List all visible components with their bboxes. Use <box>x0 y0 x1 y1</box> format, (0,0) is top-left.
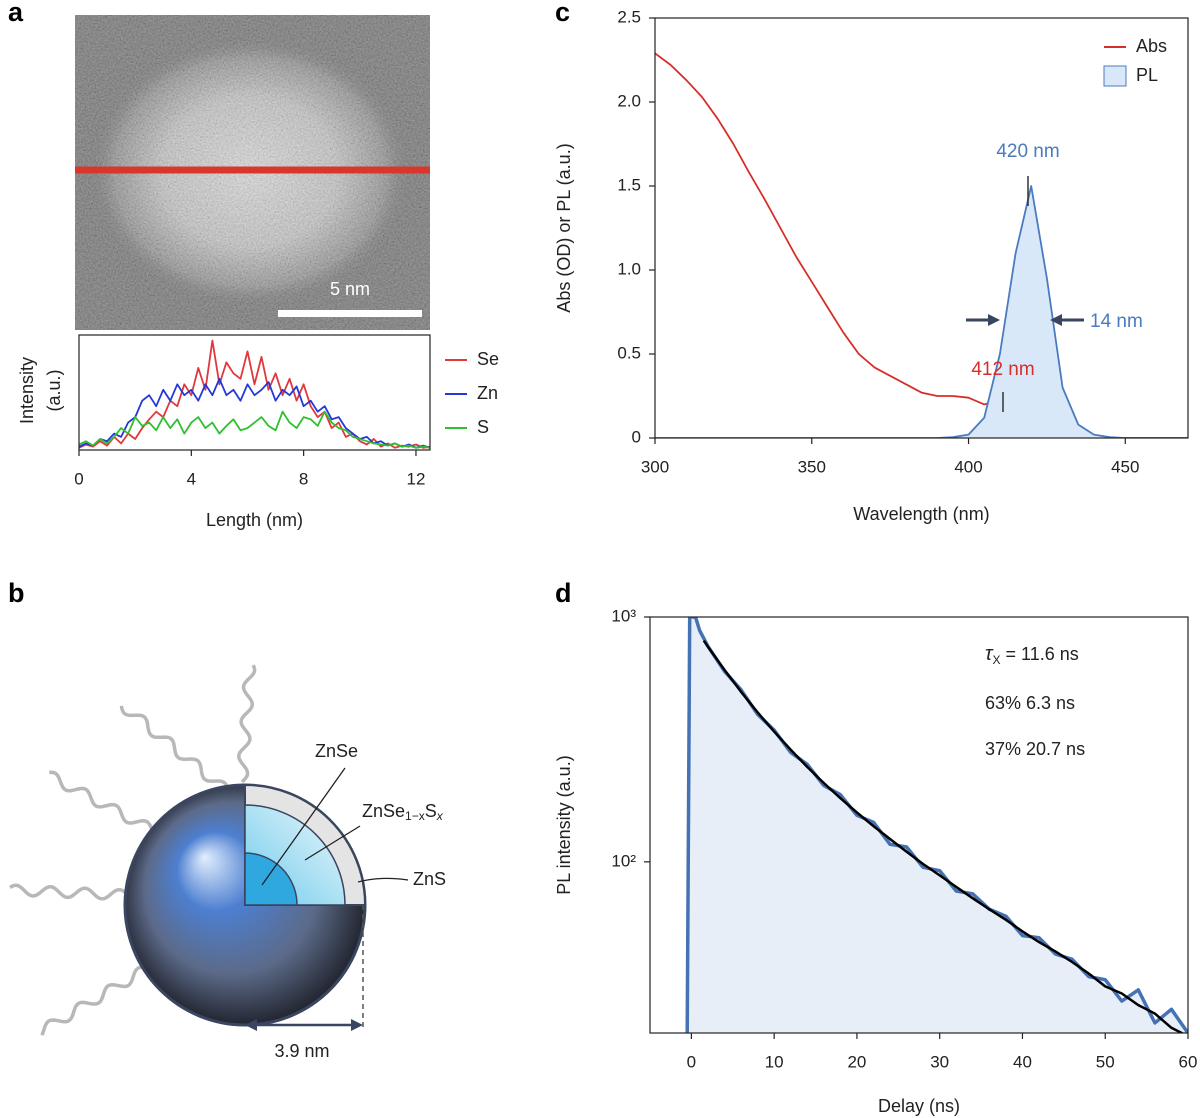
leader-line <box>304 825 361 861</box>
component-annotation: 37% 20.7 ns <box>985 739 1085 759</box>
legend-label: Abs <box>1136 36 1167 56</box>
ligand <box>9 883 130 901</box>
x-tick-label: 20 <box>847 1052 866 1071</box>
label-part: ZnSe <box>362 801 405 821</box>
legend-label: Zn <box>477 383 498 403</box>
label-part: S <box>425 801 437 821</box>
legend-label: PL <box>1136 65 1158 85</box>
x-tick-label: 0 <box>687 1052 696 1071</box>
scale-bar <box>278 310 422 317</box>
x-tick-label: 30 <box>930 1052 949 1071</box>
tau-symbol: τ <box>985 643 994 665</box>
ligand <box>49 770 154 831</box>
shell-label: ZnSe1−xSx <box>362 801 444 823</box>
x-tick-label: 12 <box>406 469 425 488</box>
x-tick-label: 8 <box>299 469 308 488</box>
y-axis-label: PL intensity (a.u.) <box>554 755 574 894</box>
legend-label: S <box>477 417 489 437</box>
leader-line <box>357 877 409 883</box>
line <box>702 639 1185 1033</box>
annotation: 412 nm <box>971 359 1034 380</box>
x-tick-label: 300 <box>641 457 669 476</box>
outer-label: ZnS <box>413 869 446 889</box>
plot-area <box>79 339 430 449</box>
y-tick-label: 2.0 <box>617 91 641 110</box>
line <box>655 52 1188 438</box>
line <box>79 377 430 449</box>
ligand <box>119 705 230 793</box>
y-tick-label: 1.0 <box>617 259 641 278</box>
y-tick-label: 0.5 <box>617 343 641 362</box>
annotation: 420 nm <box>996 141 1059 162</box>
label-sub: x <box>436 809 444 823</box>
tau-subscript: X <box>992 653 1000 667</box>
x-tick-label: 40 <box>1013 1052 1032 1071</box>
legend-label: Se <box>477 349 499 369</box>
x-tick-label: 400 <box>954 457 982 476</box>
x-axis-label: Delay (ns) <box>878 1096 960 1116</box>
line <box>655 185 1188 438</box>
core-label: ZnSe <box>315 741 358 761</box>
plot-area <box>655 52 1188 438</box>
x-axis-label: Length (nm) <box>206 510 303 530</box>
nanocrystal-diagram: ZnSe ZnSe1−xSx ZnS 3.9 nm <box>9 664 446 1061</box>
area <box>687 617 1188 1033</box>
area <box>655 186 1188 438</box>
ligands <box>9 664 257 1036</box>
tau-value: = 11.6 ns <box>1001 644 1079 664</box>
ligand <box>40 965 149 1036</box>
plot-frame <box>649 616 1189 1034</box>
y-axis-label: Abs (OD) or PL (a.u.) <box>554 143 574 312</box>
tem-image: 5 nm <box>75 15 430 330</box>
panel-label: d <box>555 578 572 608</box>
plot-area <box>685 617 1188 1033</box>
leader-line <box>261 767 346 886</box>
ligand <box>237 664 257 784</box>
x-tick-label: 60 <box>1179 1052 1198 1071</box>
y-tick-label: 0 <box>632 427 641 446</box>
annotation: 14 nm <box>1090 311 1143 332</box>
line <box>79 410 430 449</box>
panel-label: b <box>8 578 25 608</box>
x-tick-label: 350 <box>798 457 826 476</box>
x-axis-label: Wavelength (nm) <box>853 504 989 524</box>
x-tick-label: 10 <box>765 1052 784 1071</box>
x-tick-label: 450 <box>1111 457 1139 476</box>
y-tick-label: 1.5 <box>617 175 641 194</box>
plot-frame <box>654 17 1189 439</box>
annotation-marks: τX = 11.6 ns 63% 6.3 ns 37% 20.7 ns <box>966 176 1085 759</box>
x-tick-label: 0 <box>74 469 83 488</box>
component-annotation: 63% 6.3 ns <box>985 693 1075 713</box>
scale-label: 5 nm <box>330 279 370 299</box>
panel-label: a <box>8 0 24 27</box>
y-axis-label: Intensity <box>17 357 37 424</box>
dimension-label: 3.9 nm <box>274 1041 329 1061</box>
y-tick-label: 10² <box>611 851 636 870</box>
x-tick-label: 50 <box>1096 1052 1115 1071</box>
fwhm-arrow-head <box>988 314 1000 326</box>
y-tick-label: 2.5 <box>617 7 641 26</box>
label-sub: 1−x <box>405 809 425 823</box>
znse-core <box>244 852 298 906</box>
fwhm-arrow-head <box>1050 314 1062 326</box>
tau-annotation: τX = 11.6 ns <box>985 643 1079 667</box>
x-tick-label: 4 <box>187 469 196 488</box>
y-axis-label: (a.u.) <box>44 369 64 411</box>
panel-label: c <box>555 0 570 27</box>
dimension-arrows <box>245 1019 363 1031</box>
legend-swatch <box>1103 65 1127 87</box>
plot-frame <box>78 334 431 451</box>
y-tick-label: 10³ <box>611 606 636 625</box>
